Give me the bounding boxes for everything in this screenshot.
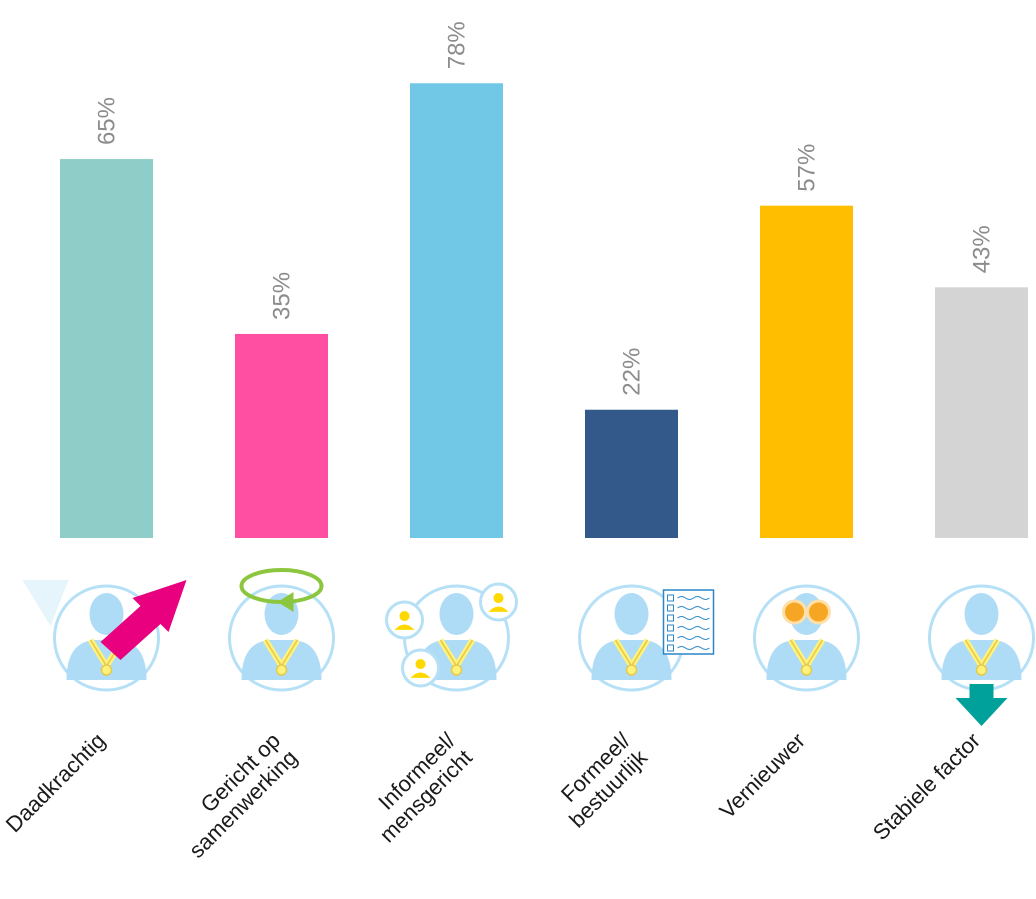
medal — [275, 664, 288, 676]
person-head — [89, 593, 124, 635]
category-label-line: Daadkrachtig — [1, 728, 110, 837]
category-label: Stabiele factor — [868, 728, 985, 845]
binocular-lens — [782, 599, 807, 625]
person-head — [964, 593, 999, 635]
checklist-box — [667, 604, 674, 612]
leader-binoculars-icon — [753, 584, 860, 692]
data-label: 57% — [794, 144, 821, 192]
binocular-lens — [806, 599, 831, 625]
small-person-head — [399, 611, 410, 622]
leader-checklist-icon — [578, 584, 715, 692]
icons-group — [22, 568, 1035, 726]
category-label: Gericht opsamenwerking — [167, 728, 302, 863]
checklist-box — [667, 594, 674, 602]
medal — [450, 664, 463, 676]
leader-cycle-icon — [228, 568, 335, 692]
small-person-body — [410, 672, 431, 678]
category-label-line: Vernieuwer — [715, 728, 811, 824]
category-label: Formeel/bestuurlijk — [547, 727, 652, 832]
arrow-down — [955, 684, 1008, 726]
checklist-line — [677, 646, 710, 650]
category-label: Daadkrachtig — [1, 728, 110, 837]
checklist-line — [677, 616, 710, 620]
small-person-head — [493, 593, 504, 604]
arrow-up-right — [100, 580, 187, 660]
person-body — [766, 640, 847, 680]
medal — [800, 664, 813, 676]
bar — [60, 159, 153, 539]
leader-people-icon — [385, 582, 518, 692]
checklist-line — [677, 596, 710, 600]
person-body — [591, 640, 672, 680]
cycle-arrowhead — [277, 592, 294, 612]
person-body — [941, 640, 1022, 680]
bar — [760, 205, 853, 538]
person-head — [614, 593, 649, 635]
value-labels-group: 65% 35% 78% 22% 57% 43% — [94, 21, 996, 396]
data-label: 22% — [619, 348, 646, 396]
checklist-line — [677, 626, 710, 630]
light-triangle — [22, 580, 69, 626]
data-label: 65% — [94, 97, 121, 145]
bar — [585, 409, 678, 538]
leader-arrow-down-icon — [928, 584, 1035, 726]
checklist-box — [667, 624, 674, 632]
data-label: 78% — [444, 21, 471, 69]
checklist-box — [667, 614, 674, 622]
checklist-line — [677, 636, 710, 640]
leader-arrow-up-icon — [22, 580, 187, 692]
bars-group — [60, 83, 1028, 539]
small-person-body — [394, 624, 415, 630]
bar — [410, 83, 503, 538]
person-body — [241, 640, 322, 680]
checklist-line — [677, 606, 710, 610]
medal — [975, 664, 988, 676]
small-person-body — [488, 606, 509, 612]
checklist-box — [667, 644, 674, 652]
category-labels-group: Daadkrachtig Gericht opsamenwerking Inform… — [1, 727, 985, 863]
data-label: 35% — [269, 272, 296, 320]
category-label: Vernieuwer — [715, 728, 811, 824]
bar — [935, 287, 1028, 538]
category-label-line: Stabiele factor — [868, 728, 985, 845]
person-head — [439, 593, 474, 635]
category-label: Informeel/mensgericht — [358, 727, 478, 847]
checklist-box — [667, 634, 674, 642]
medal — [100, 664, 113, 676]
bar — [235, 333, 328, 538]
small-person-head — [415, 659, 426, 670]
medal — [625, 664, 638, 676]
data-label: 43% — [969, 225, 996, 273]
